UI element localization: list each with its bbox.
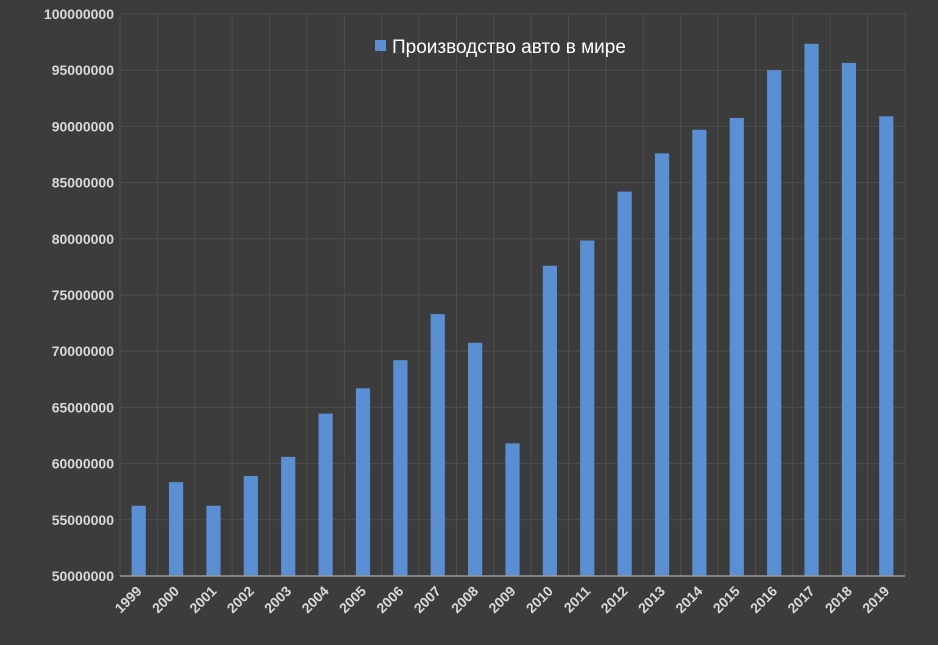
legend-label: Производство авто в мире (392, 37, 626, 58)
bar-2010 (542, 265, 557, 576)
legend-swatch (375, 40, 386, 51)
x-tick-label: 2007 (411, 583, 444, 616)
x-tick-label: 2005 (336, 583, 369, 616)
x-tick-label: 2018 (822, 583, 855, 616)
bar-2011 (580, 240, 595, 576)
x-tick-labels: 1999 2000 2001 2002 2003 2004 2005 2006 2007 2008… (111, 583, 892, 616)
bar-2012 (617, 191, 632, 577)
x-tick-label: 2017 (784, 583, 817, 616)
y-tick-label: 90000000 (52, 118, 115, 134)
x-tick-label: 2002 (224, 583, 257, 616)
x-tick-label: 2009 (485, 583, 518, 616)
y-tick-label: 60000000 (52, 456, 115, 472)
y-tick-label: 50000000 (52, 568, 115, 584)
x-tick-label: 2000 (149, 583, 182, 616)
x-tick-label: 2001 (186, 583, 219, 616)
legend: Производство авто в мире (375, 37, 626, 58)
x-tick-label: 2008 (448, 583, 481, 616)
bar-2014 (692, 129, 707, 576)
y-tick-label: 100000000 (44, 6, 114, 22)
gridlines (119, 13, 906, 576)
bar-2004 (318, 413, 333, 576)
bar-2017 (804, 43, 819, 576)
bar-2018 (841, 62, 857, 577)
x-tick-label: 2019 (859, 583, 892, 616)
x-tick-label: 2006 (373, 583, 406, 616)
bar-2006 (393, 360, 408, 576)
bar-2019 (879, 116, 894, 576)
bar-2013 (654, 153, 670, 576)
y-tick-label: 70000000 (52, 343, 115, 359)
y-tick-label: 65000000 (52, 399, 115, 415)
bar-2003 (281, 456, 296, 576)
bar-2000 (168, 482, 184, 576)
x-tick-label: 2016 (747, 583, 780, 616)
bar-2015 (729, 117, 744, 576)
bar-2008 (468, 342, 483, 576)
y-tick-label: 55000000 (52, 512, 115, 528)
x-tick-label: 2004 (298, 583, 331, 616)
bar-2009 (505, 443, 520, 576)
x-tick-label: 2015 (710, 583, 743, 616)
bar-1999 (131, 505, 146, 576)
bar-2007 (430, 314, 445, 576)
y-tick-labels: 50000000 55000000 60000000 65000000 70000000… (44, 6, 114, 584)
y-tick-label: 75000000 (52, 287, 115, 303)
bar-2005 (355, 388, 371, 576)
y-tick-label: 80000000 (52, 231, 115, 247)
x-tick-label: 2010 (523, 583, 556, 616)
bar-2002 (243, 475, 258, 576)
x-tick-label: 2013 (635, 583, 668, 616)
x-tick-label: 2011 (561, 583, 594, 616)
bar-2001 (206, 505, 221, 576)
y-tick-label: 95000000 (52, 62, 115, 78)
bars (131, 43, 894, 577)
bar-2016 (767, 70, 782, 576)
x-tick-label: 2003 (261, 583, 294, 616)
x-tick-label: 1999 (111, 583, 144, 616)
y-tick-label: 85000000 (52, 175, 115, 191)
x-tick-label: 2014 (672, 583, 705, 616)
x-tick-label: 2012 (597, 583, 630, 616)
